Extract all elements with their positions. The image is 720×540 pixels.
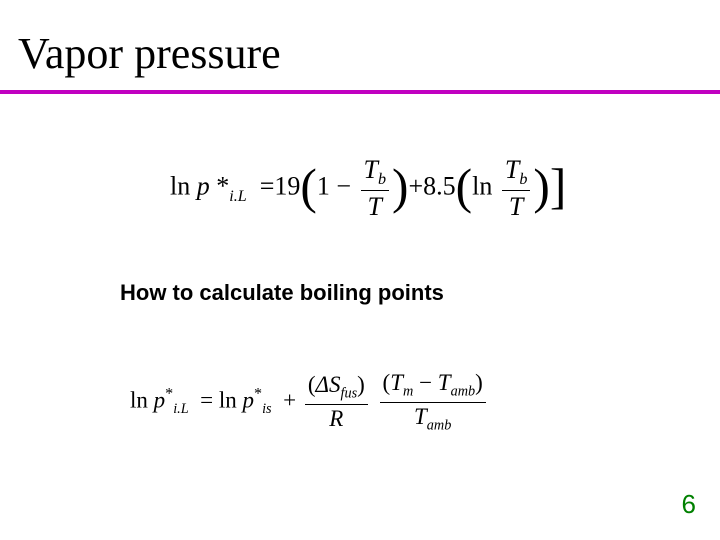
eq1-coef2: 8.5 [423,172,456,201]
eq2-p2: p [243,387,255,412]
page-number: 6 [682,489,696,520]
eq2-sub-is: is [262,401,272,417]
eq1-lparen2: ( [456,159,472,214]
eq1-p: p [197,172,210,201]
eq2-ln: ln [130,387,148,412]
eq1-plus: + [408,172,423,201]
eq2-frac2: (Tm − Tamb)Tamb [377,370,489,434]
eq2-p1: p [154,387,166,412]
eq2-star2: * [254,386,262,403]
eq1-eq: = [260,172,275,201]
eq1-sub-iL: i.L [229,188,246,205]
eq2-star1: * [165,386,173,403]
eq1-rparen2: ) [533,159,549,214]
eq1-coef1: 19 [274,172,300,201]
eq2-eq: = [200,387,213,412]
eq1-one: 1 [317,172,330,201]
eq2-sub-iL: i.L [173,401,188,417]
slide-subtitle: How to calculate boiling points [120,280,444,306]
eq2-ln2: ln [219,387,237,412]
eq1-frac2: TbT [499,155,534,222]
eq1-ln: ln [170,172,190,201]
eq1-ln2: ln [472,172,492,201]
eq1-minus: − [336,172,351,201]
eq1-rbracket: ] [550,159,566,214]
eq2-plus: + [283,387,296,412]
eq1-rparen1: ) [392,159,408,214]
equation-1: ln p *i.L =19(1 − TbT)+8.5(ln TbT)] [170,155,566,222]
title-underline [0,90,720,94]
eq1-lparen1: ( [300,159,316,214]
slide-title: Vapor pressure [18,28,281,79]
eq1-star: * [216,172,229,201]
slide: Vapor pressure ln p *i.L =19(1 − TbT)+8.… [0,0,720,540]
eq2-frac1: (ΔSfus)R [302,372,371,432]
equation-2: ln p*i.L = ln p*is + (ΔSfus)R (Tm − Tamb… [130,370,489,434]
eq1-frac1: TbT [358,155,393,222]
